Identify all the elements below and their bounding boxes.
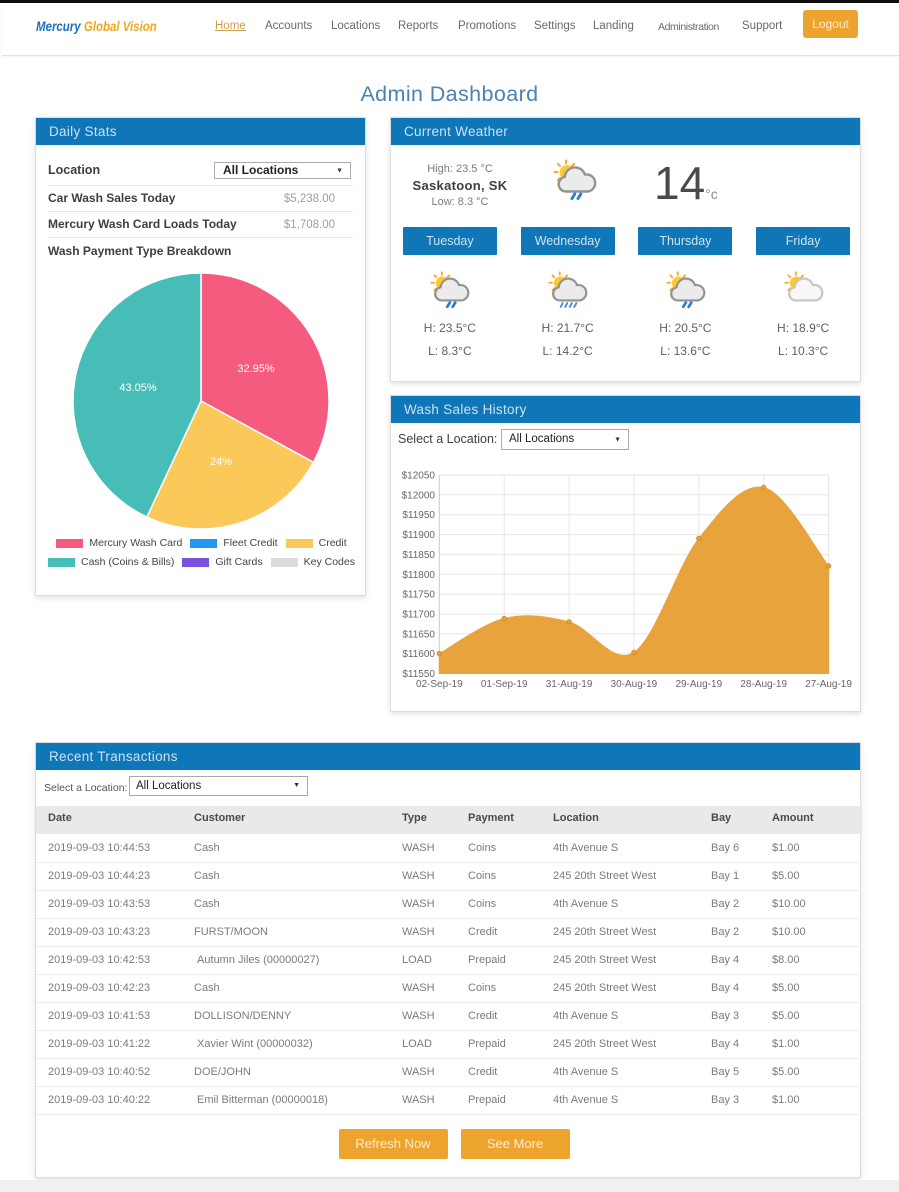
svg-text:$11850: $11850 <box>402 550 435 561</box>
svg-text:$11800: $11800 <box>402 570 435 581</box>
svg-text:$11900: $11900 <box>402 530 435 541</box>
svg-text:$11650: $11650 <box>402 629 435 640</box>
svg-text:31-Aug-19: 31-Aug-19 <box>546 679 593 690</box>
svg-text:29-Aug-19: 29-Aug-19 <box>675 679 722 690</box>
svg-text:24%: 24% <box>210 456 232 468</box>
svg-text:43.05%: 43.05% <box>119 382 157 394</box>
svg-text:28-Aug-19: 28-Aug-19 <box>740 679 787 690</box>
svg-text:$12050: $12050 <box>402 471 436 482</box>
svg-text:30-Aug-19: 30-Aug-19 <box>611 679 658 690</box>
svg-text:$11700: $11700 <box>402 610 435 621</box>
svg-text:02-Sep-19: 02-Sep-19 <box>416 679 463 690</box>
svg-text:$12000: $12000 <box>402 490 436 501</box>
svg-text:01-Sep-19: 01-Sep-19 <box>481 679 528 690</box>
svg-text:27-Aug-19: 27-Aug-19 <box>805 679 852 690</box>
svg-text:$11550: $11550 <box>402 669 435 680</box>
svg-text:$11950: $11950 <box>402 510 435 521</box>
svg-text:32.95%: 32.95% <box>237 363 275 375</box>
svg-text:$11750: $11750 <box>402 590 435 601</box>
svg-text:$11600: $11600 <box>402 649 435 660</box>
